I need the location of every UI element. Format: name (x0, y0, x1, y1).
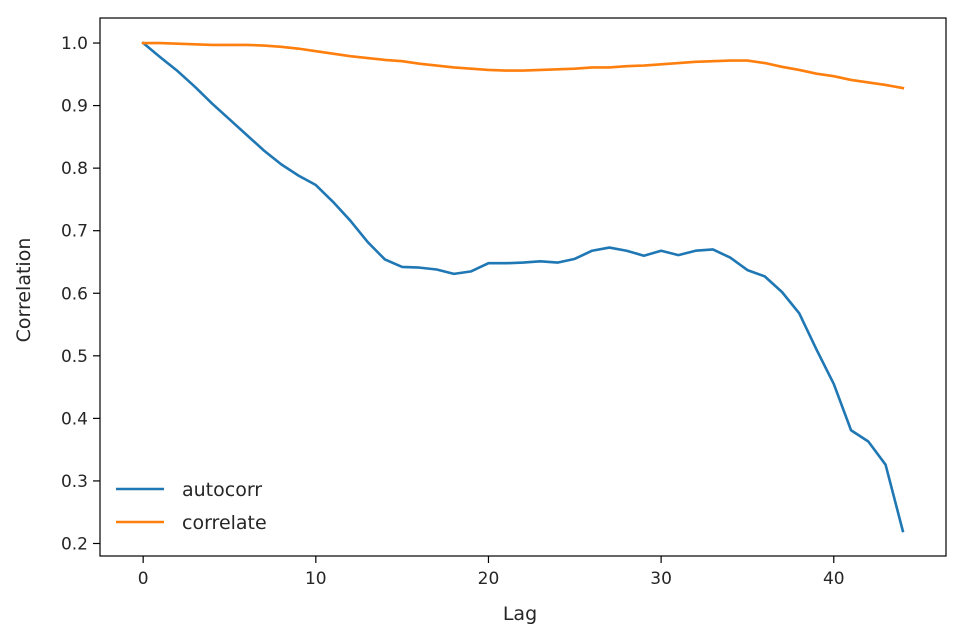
x-tick-label: 20 (478, 569, 500, 589)
x-axis-label: Lag (503, 603, 537, 625)
y-tick-label: 0.2 (61, 534, 88, 554)
y-tick-label: 0.5 (61, 347, 88, 367)
x-tick-label: 10 (305, 569, 327, 589)
plot-area (100, 18, 946, 556)
y-tick-label: 0.7 (61, 222, 88, 242)
y-tick-label: 0.4 (61, 409, 88, 429)
y-axis-ticks: 0.2 0.3 0.4 0.5 0.6 0.7 0.8 0.9 1.0 (61, 34, 100, 554)
x-tick-label: 30 (650, 569, 672, 589)
legend-label-correlate: correlate (182, 512, 267, 534)
y-tick-label: 1.0 (61, 34, 88, 54)
plot-frame (99, 17, 947, 557)
y-tick-label: 0.9 (61, 97, 88, 117)
y-tick-label: 0.6 (61, 284, 88, 304)
y-tick-label: 0.3 (61, 472, 88, 492)
legend-label-autocorr: autocorr (182, 479, 262, 501)
series-line-autocorr (141, 41, 905, 533)
x-tick-label: 40 (823, 569, 845, 589)
x-axis-ticks: 0 10 20 30 40 (138, 556, 845, 589)
series-lines (141, 41, 905, 533)
legend: autocorr correlate (116, 479, 267, 534)
series-line-correlate (141, 41, 905, 90)
y-tick-label: 0.8 (61, 159, 88, 179)
y-axis-label: Correlation (13, 238, 35, 343)
x-tick-label: 0 (138, 569, 149, 589)
